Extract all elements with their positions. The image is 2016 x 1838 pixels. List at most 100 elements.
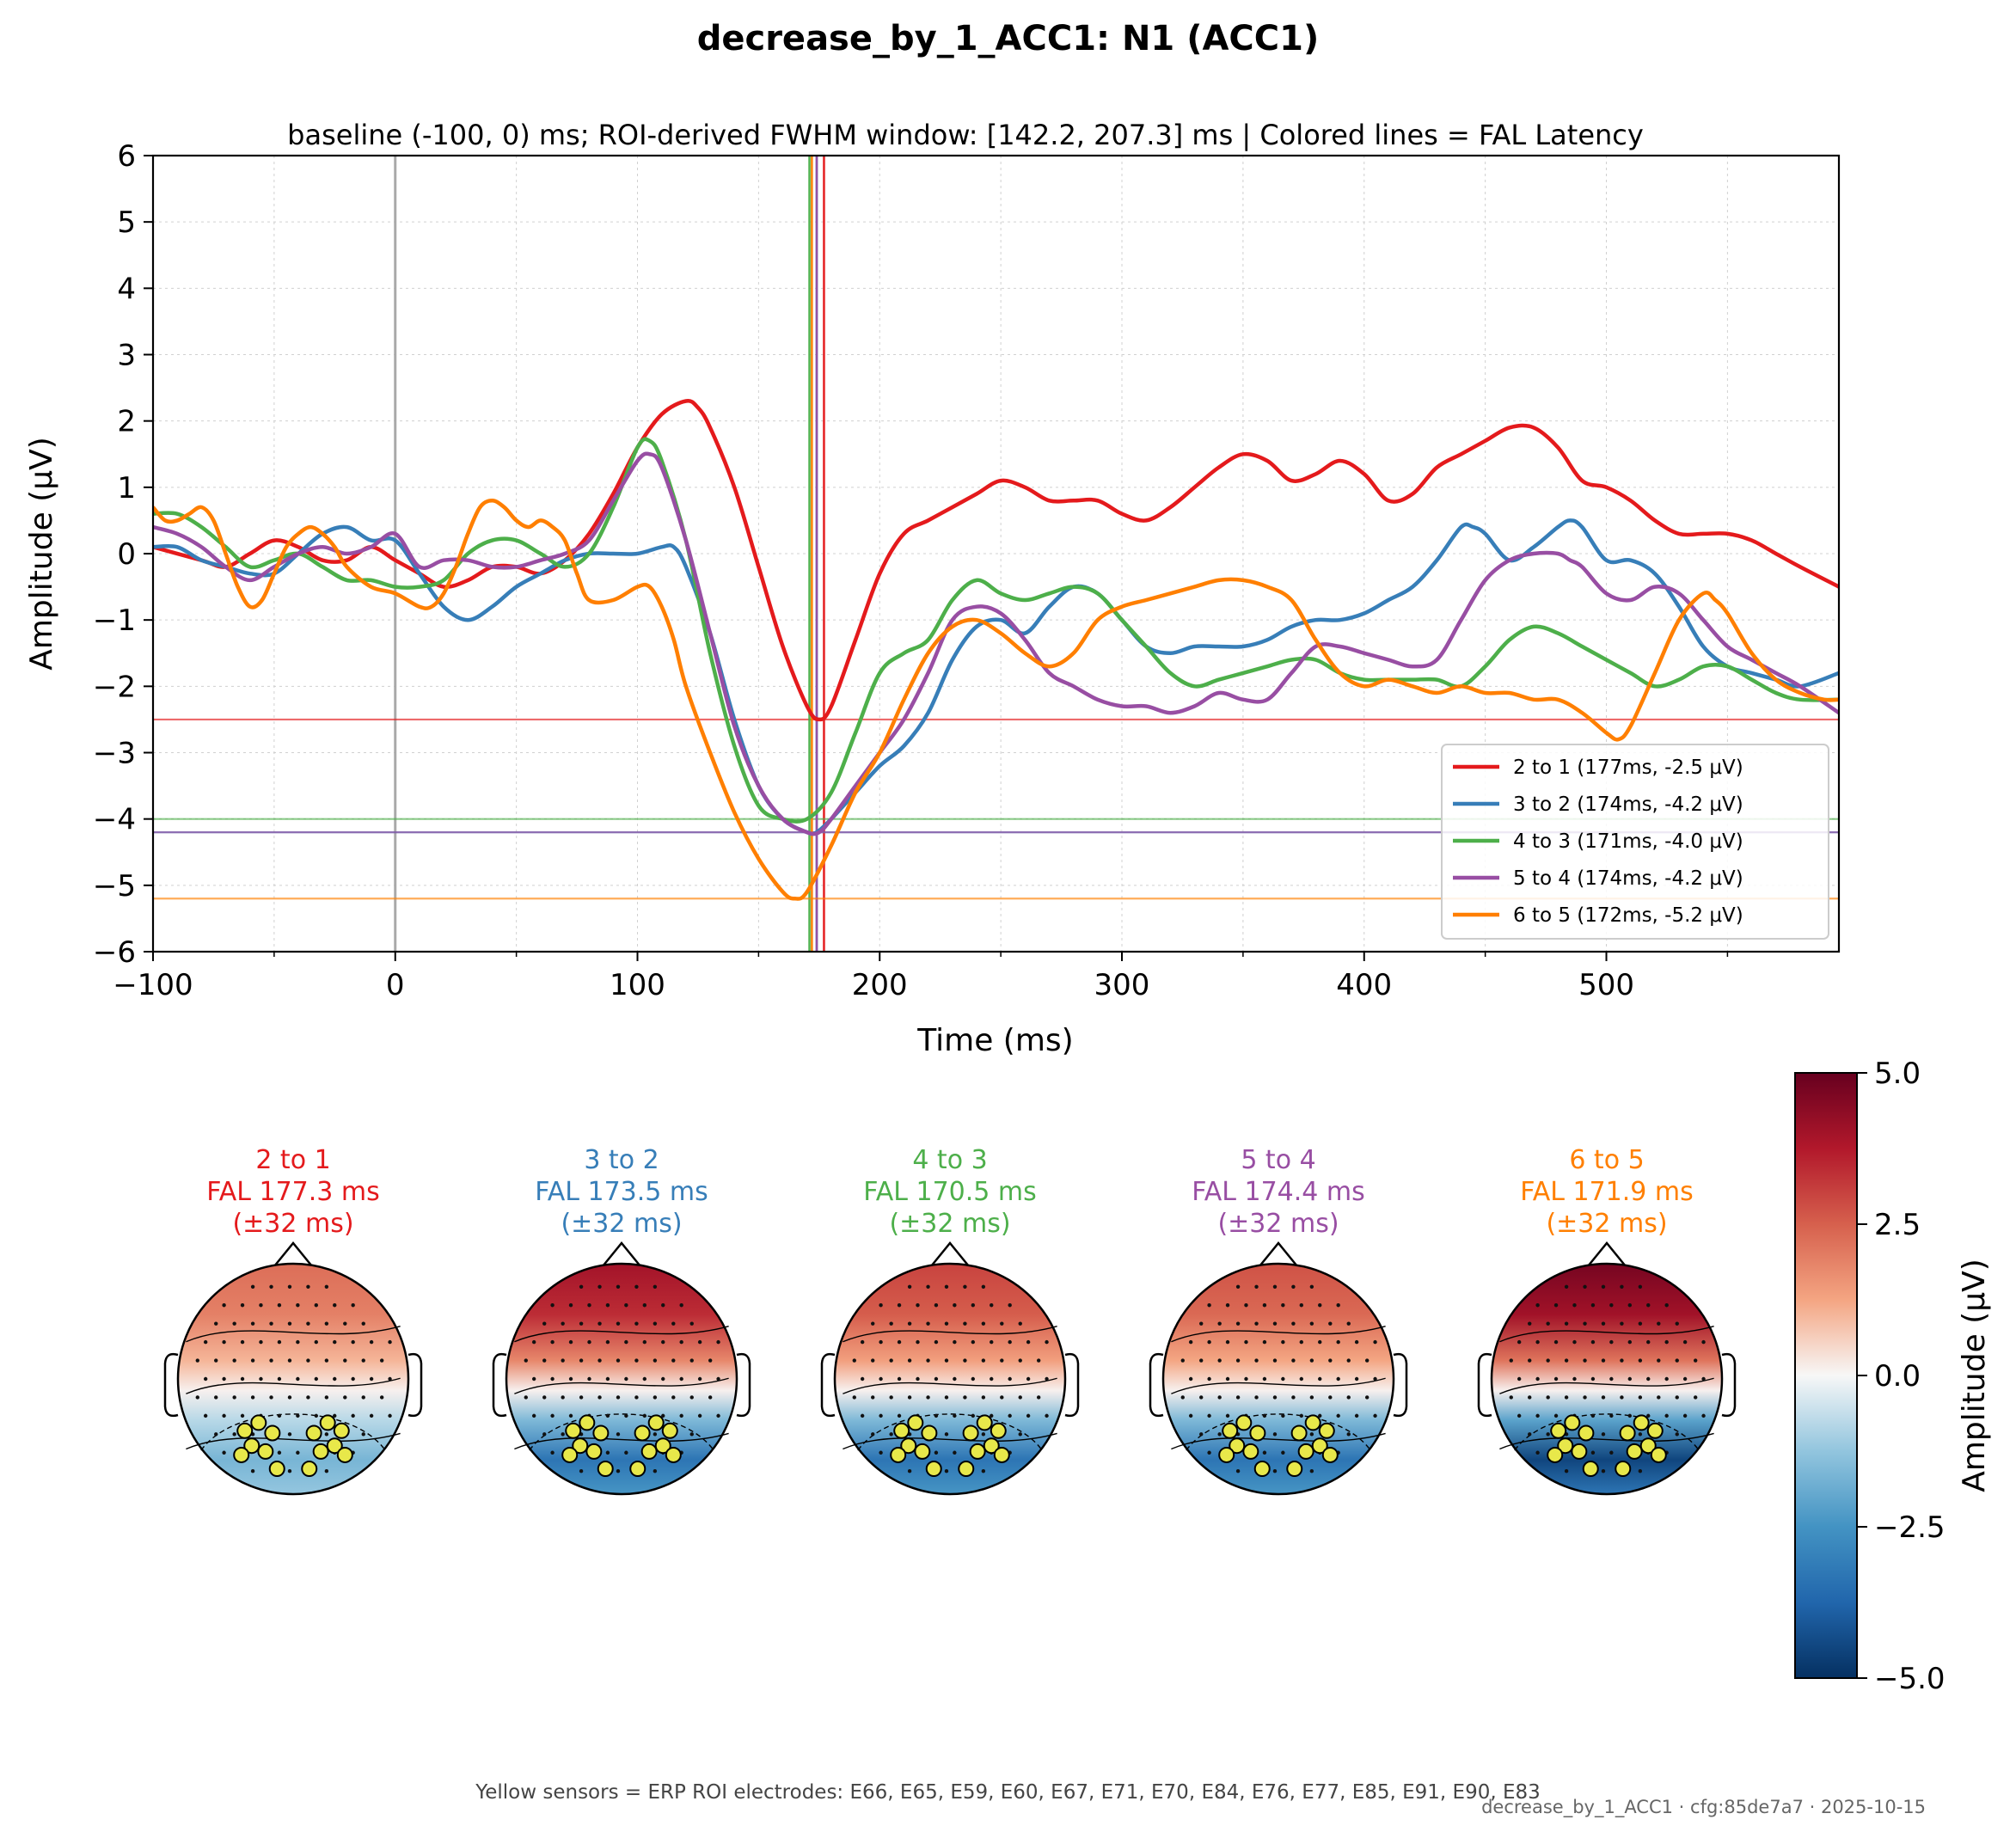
sensor-dot bbox=[697, 1339, 702, 1345]
topomap-title: 2 to 1 bbox=[255, 1145, 330, 1175]
sensor-dot bbox=[1546, 1321, 1550, 1326]
roi-sensor bbox=[907, 1414, 924, 1431]
sensor-dot bbox=[232, 1358, 236, 1363]
sensor-dot bbox=[287, 1432, 292, 1437]
sensor-dot bbox=[860, 1376, 865, 1382]
sensor-dot bbox=[351, 1339, 355, 1345]
roi-sensor bbox=[900, 1437, 917, 1455]
sensor-dot bbox=[1199, 1395, 1204, 1400]
roi-sensor bbox=[565, 1422, 582, 1439]
erp-line-chart: baseline (-100, 0) ms; ROI-derived FWHM … bbox=[24, 119, 1841, 1058]
sensor-dot bbox=[195, 1358, 199, 1363]
sensor-dot bbox=[1590, 1413, 1596, 1418]
roi-sensor bbox=[319, 1414, 336, 1431]
sensor-dot bbox=[1045, 1376, 1049, 1382]
sensor-dot bbox=[214, 1321, 218, 1326]
sensor-dot bbox=[232, 1321, 236, 1326]
sensor-dot bbox=[1646, 1339, 1651, 1345]
contour-line bbox=[1171, 1326, 1386, 1343]
sensor-dot bbox=[689, 1321, 694, 1326]
contour-line bbox=[514, 1377, 729, 1394]
sensor-dot bbox=[1188, 1339, 1193, 1345]
sensor-dot bbox=[1262, 1450, 1267, 1455]
sensor-dot bbox=[679, 1303, 683, 1308]
colorbar-tick-label: 0.0 bbox=[1874, 1359, 1921, 1394]
sensor-dot bbox=[250, 1321, 255, 1326]
scalp-map bbox=[1490, 1262, 1724, 1496]
sensor-dot bbox=[1364, 1358, 1370, 1363]
roi-sensor bbox=[1547, 1446, 1564, 1463]
x-tick-label: 0 bbox=[386, 968, 405, 1002]
sensor-dot bbox=[542, 1358, 547, 1363]
x-tick-label: −100 bbox=[113, 968, 193, 1002]
topomap-latency: FAL 171.9 ms bbox=[1520, 1177, 1694, 1207]
sensor-dot bbox=[1601, 1358, 1606, 1363]
series-line bbox=[153, 451, 1839, 836]
sensor-dot bbox=[1590, 1339, 1596, 1345]
sensor-dot bbox=[616, 1469, 621, 1473]
sensor-dot bbox=[879, 1413, 883, 1418]
right-ear-shape bbox=[736, 1352, 751, 1418]
sensor-dot bbox=[1572, 1303, 1577, 1308]
sensor-dot bbox=[324, 1395, 329, 1400]
sensor-dot bbox=[1620, 1284, 1624, 1289]
sensor-dot bbox=[605, 1339, 610, 1345]
sensor-dot bbox=[897, 1413, 902, 1418]
roi-sensor bbox=[579, 1414, 596, 1431]
roi-sensor bbox=[665, 1446, 682, 1463]
roi-sensor bbox=[993, 1446, 1010, 1463]
roi-sensor bbox=[640, 1443, 658, 1460]
y-tick-label: 6 bbox=[117, 139, 136, 174]
right-ear-shape bbox=[1064, 1352, 1080, 1418]
config-stamp: decrease_by_1_ACC1 · cfg:85de7a7 · 2025-… bbox=[1481, 1797, 1926, 1817]
sensor-dot bbox=[1601, 1395, 1606, 1400]
topomap-window: (±32 ms) bbox=[889, 1209, 1010, 1239]
sensor-dot bbox=[1601, 1432, 1606, 1437]
sensor-dot bbox=[1528, 1395, 1532, 1400]
contour-line bbox=[1499, 1377, 1714, 1394]
series-line bbox=[153, 499, 1839, 901]
left-ear-shape bbox=[820, 1352, 836, 1418]
sensor-dot bbox=[1701, 1339, 1706, 1345]
sensor-dot bbox=[697, 1376, 702, 1382]
roi-sensor bbox=[257, 1443, 274, 1460]
sensor-dot bbox=[222, 1339, 226, 1345]
sensor-dot bbox=[1328, 1321, 1333, 1326]
roi-sensor bbox=[1646, 1422, 1664, 1439]
sensor-dot bbox=[708, 1358, 713, 1363]
sensor-dot bbox=[1299, 1303, 1304, 1308]
x-tick-label: 300 bbox=[1094, 968, 1150, 1002]
sensor-dot bbox=[296, 1450, 300, 1455]
sensor-dot bbox=[1008, 1413, 1012, 1418]
topomap-window: (±32 ms) bbox=[232, 1209, 353, 1239]
sensor-dot bbox=[1675, 1358, 1679, 1363]
sensor-dot bbox=[287, 1358, 292, 1363]
sensor-dot bbox=[1309, 1432, 1314, 1437]
sensor-dot bbox=[1026, 1413, 1031, 1418]
nose-shape bbox=[1259, 1241, 1298, 1267]
sensor-dot bbox=[1291, 1395, 1296, 1400]
sensor-dot bbox=[1272, 1284, 1278, 1289]
sensor-dot bbox=[934, 1376, 939, 1382]
sensor-dot bbox=[616, 1395, 621, 1400]
sensor-dot bbox=[550, 1413, 555, 1418]
roi-sensor bbox=[585, 1443, 603, 1460]
scalp-map bbox=[1161, 1262, 1395, 1496]
left-ear-shape bbox=[163, 1352, 179, 1418]
sensor-dot bbox=[1620, 1321, 1624, 1326]
colorbar-tick-label: −5.0 bbox=[1874, 1662, 1946, 1696]
legend-entry: 3 to 2 (174ms, -4.2 μV) bbox=[1513, 793, 1743, 816]
sensor-dot bbox=[1336, 1413, 1340, 1418]
sensor-dot bbox=[369, 1339, 374, 1345]
contour-line bbox=[1499, 1326, 1714, 1343]
sensor-dot bbox=[616, 1432, 621, 1437]
roi-sensor bbox=[250, 1414, 267, 1431]
sensor-dot bbox=[1207, 1450, 1211, 1455]
sensor-dot bbox=[916, 1339, 920, 1345]
sensor-dot bbox=[871, 1432, 875, 1437]
sensor-dot bbox=[871, 1321, 875, 1326]
sensor-dot bbox=[214, 1358, 218, 1363]
colorbar bbox=[1794, 1072, 1858, 1679]
sensor-dot bbox=[568, 1413, 573, 1418]
